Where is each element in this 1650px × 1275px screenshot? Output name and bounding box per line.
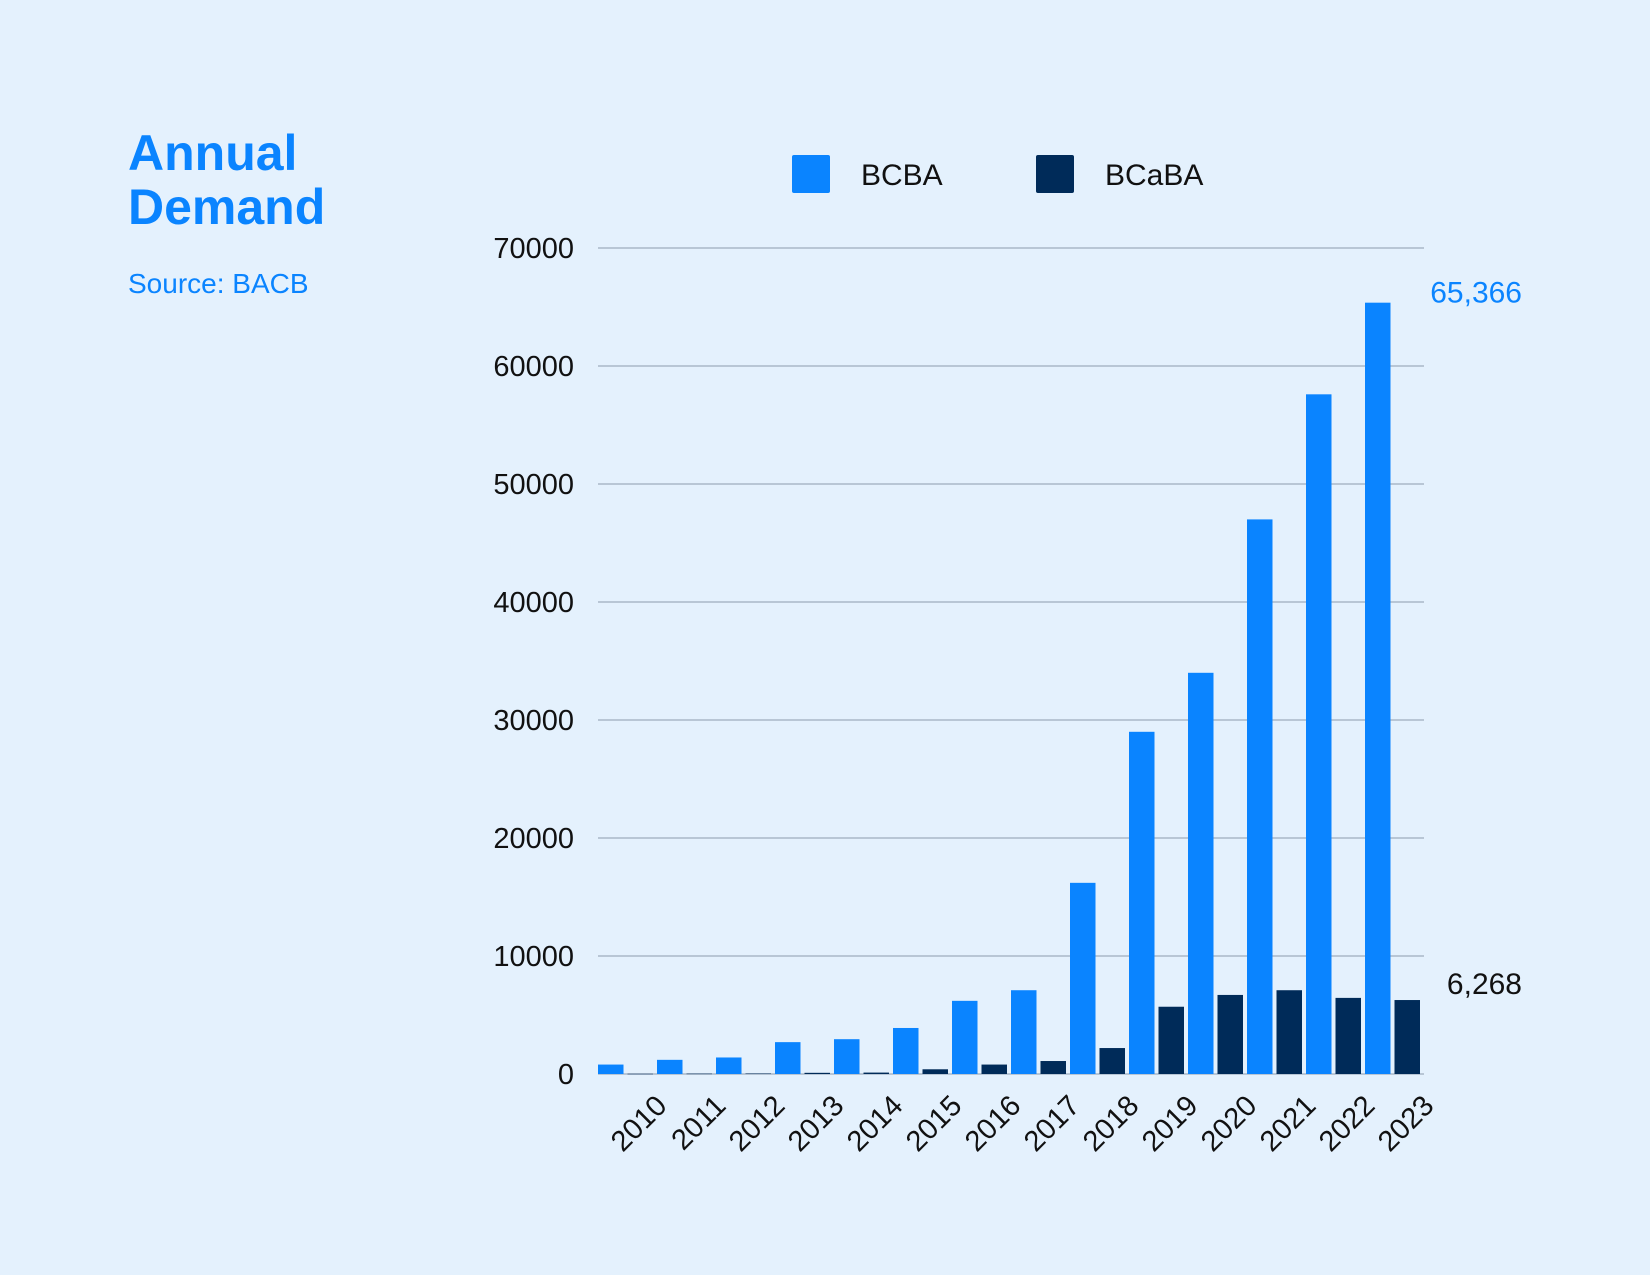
bar-bcba [775, 1042, 801, 1074]
x-tick-label: 2015 [900, 1090, 968, 1158]
bar-bcaba [745, 1073, 771, 1075]
bcaba-end-label: 6,268 [1447, 968, 1522, 1001]
bar-bcaba [686, 1073, 712, 1075]
bar-bcba [1070, 882, 1096, 1074]
x-tick-label: 2010 [605, 1090, 673, 1158]
bar-bcaba [1040, 1061, 1066, 1074]
x-tick-label: 2013 [782, 1090, 850, 1158]
legend-swatch-bcaba [1036, 155, 1074, 193]
legend-label-bcba: BCBA [861, 159, 943, 192]
y-tick-label: 30000 [493, 705, 574, 737]
bar-bcba [657, 1059, 683, 1074]
x-tick-label: 2017 [1018, 1090, 1086, 1158]
x-tick-label: 2014 [841, 1090, 909, 1158]
bar-bcba [716, 1057, 742, 1074]
bar-bcba [834, 1039, 860, 1074]
bar-bcba [952, 1000, 978, 1074]
bar-bcba [598, 1064, 624, 1074]
y-tick-label: 20000 [493, 823, 574, 855]
x-tick-label: 2020 [1195, 1090, 1263, 1158]
x-tick-label: 2018 [1077, 1090, 1145, 1158]
annotations: 65,366 6,268 [1430, 277, 1522, 1001]
bar-bcaba [804, 1072, 830, 1074]
bars [598, 302, 1420, 1075]
bar-bcaba [922, 1069, 948, 1074]
legend-swatch-bcba [792, 155, 830, 193]
x-tick-label: 2022 [1313, 1090, 1381, 1158]
bar-bcaba [1335, 997, 1361, 1074]
source-note: Source: BACB [128, 268, 309, 299]
y-tick-label: 60000 [493, 351, 574, 383]
bar-bcaba [1217, 994, 1243, 1074]
x-tick-label: 2016 [959, 1090, 1027, 1158]
bar-bcba [1306, 394, 1332, 1074]
x-tick-label: 2021 [1254, 1090, 1322, 1158]
bar-bcaba [1158, 1006, 1184, 1074]
bcba-end-label: 65,366 [1430, 277, 1522, 310]
grid-lines [598, 247, 1424, 1075]
y-tick-label: 10000 [493, 941, 574, 973]
bar-bcba [1188, 672, 1214, 1074]
x-tick-label: 2012 [723, 1090, 791, 1158]
bar-bcba [1129, 731, 1155, 1074]
page-title: Annual Demand [128, 125, 326, 235]
bar-bcaba [627, 1073, 653, 1075]
x-tick-label: 2011 [666, 1090, 733, 1157]
bar-bcaba [1099, 1048, 1125, 1074]
y-tick-label: 50000 [493, 469, 574, 501]
x-tick-label: 2019 [1136, 1090, 1204, 1158]
x-axis-ticks: 2010201120122013201420152016201720182019… [605, 1090, 1440, 1158]
bar-bcba [1011, 990, 1037, 1074]
y-tick-label: 70000 [493, 233, 574, 265]
y-axis-ticks: 0 10000 20000 30000 40000 50000 60000 70000 [493, 233, 574, 1091]
legend-label-bcaba: BCaBA [1105, 159, 1203, 192]
legend: BCBA BCaBA [792, 155, 1203, 193]
y-tick-label: 40000 [493, 587, 574, 619]
y-tick-label: 0 [558, 1059, 574, 1091]
x-tick-label: 2023 [1372, 1090, 1440, 1158]
bar-bcaba [1394, 1000, 1420, 1074]
bar-bcaba [863, 1072, 889, 1074]
bar-bcaba [981, 1064, 1007, 1074]
bar-bcba [1365, 302, 1391, 1074]
bar-bcaba [1276, 990, 1302, 1074]
bar-bcba [1247, 519, 1273, 1074]
bar-bcba [893, 1027, 919, 1074]
